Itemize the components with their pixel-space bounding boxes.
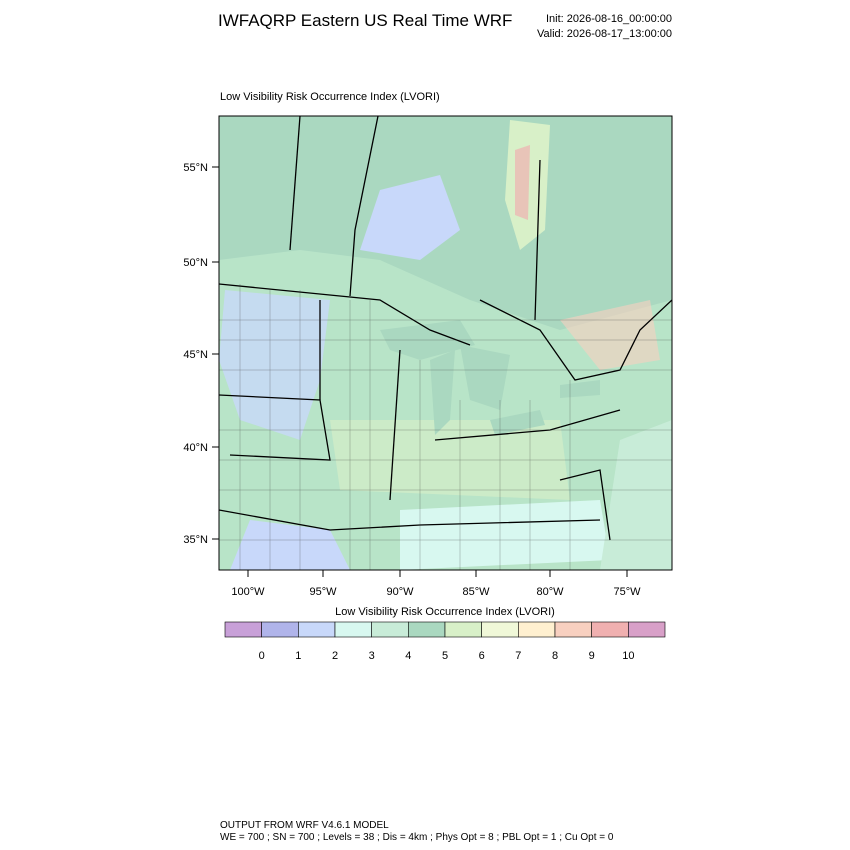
title: IWFAQRP Eastern US Real Time WRF bbox=[218, 11, 512, 30]
footer-line: OUTPUT FROM WRF V4.6.1 MODEL bbox=[220, 820, 389, 831]
colorbar-swatch bbox=[444, 621, 482, 638]
colorbar-tick-label: 2 bbox=[332, 650, 338, 662]
colorbar-tick-label: 4 bbox=[405, 650, 411, 662]
map-frame bbox=[218, 115, 673, 571]
colorbar: 0 1 2 3 4 5 6 7 8 9 10 bbox=[224, 621, 666, 662]
lon-label: 90°W bbox=[386, 586, 414, 598]
colorbar-swatch bbox=[591, 621, 629, 638]
colorbar-tick-label: 5 bbox=[442, 650, 448, 662]
colorbar-swatch bbox=[554, 621, 592, 638]
lat-label: 50°N bbox=[183, 257, 208, 269]
plot-subtitle: Low Visibility Risk Occurrence Index (LV… bbox=[220, 91, 440, 103]
lon-label: 85°W bbox=[462, 586, 490, 598]
colorbar-swatch bbox=[261, 621, 299, 638]
colorbar-tick-label: 7 bbox=[515, 650, 521, 662]
colorbar-title: Low Visibility Risk Occurrence Index (LV… bbox=[335, 606, 555, 618]
lon-label: 100°W bbox=[231, 586, 265, 598]
colorbar-swatch bbox=[481, 621, 519, 638]
colorbar-swatch bbox=[518, 621, 556, 638]
valid-time: Valid: 2026-08-17_13:00:00 bbox=[537, 28, 672, 40]
lon-label: 75°W bbox=[613, 586, 641, 598]
footer-line: WE = 700 ; SN = 700 ; Levels = 38 ; Dis … bbox=[220, 832, 614, 843]
init-time: Init: 2026-08-16_00:00:00 bbox=[546, 13, 672, 25]
lon-label: 80°W bbox=[536, 586, 564, 598]
colorbar-swatch bbox=[334, 621, 372, 638]
lon-labels: 100°W 95°W 90°W 85°W 80°W 75°W bbox=[231, 570, 641, 598]
colorbar-swatch bbox=[408, 621, 446, 638]
colorbar-tick-label: 1 bbox=[295, 650, 301, 662]
lon-label: 95°W bbox=[309, 586, 337, 598]
colorbar-tick-label: 10 bbox=[622, 650, 634, 662]
map bbox=[219, 116, 672, 570]
colorbar-swatch bbox=[298, 621, 336, 638]
colorbar-tick-label: 3 bbox=[369, 650, 375, 662]
colorbar-swatch bbox=[371, 621, 409, 638]
colorbar-tick-label: 0 bbox=[259, 650, 265, 662]
lat-label: 40°N bbox=[183, 442, 208, 454]
lat-label: 55°N bbox=[183, 162, 208, 174]
lat-label: 45°N bbox=[183, 349, 208, 361]
lat-label: 35°N bbox=[183, 534, 208, 546]
lat-labels: 55°N 50°N 45°N 40°N 35°N bbox=[183, 162, 219, 546]
colorbar-swatch bbox=[224, 621, 262, 638]
colorbar-tick-label: 8 bbox=[552, 650, 558, 662]
colorbar-tick-label: 6 bbox=[479, 650, 485, 662]
colorbar-swatch bbox=[628, 621, 666, 638]
colorbar-tick-label: 9 bbox=[589, 650, 595, 662]
